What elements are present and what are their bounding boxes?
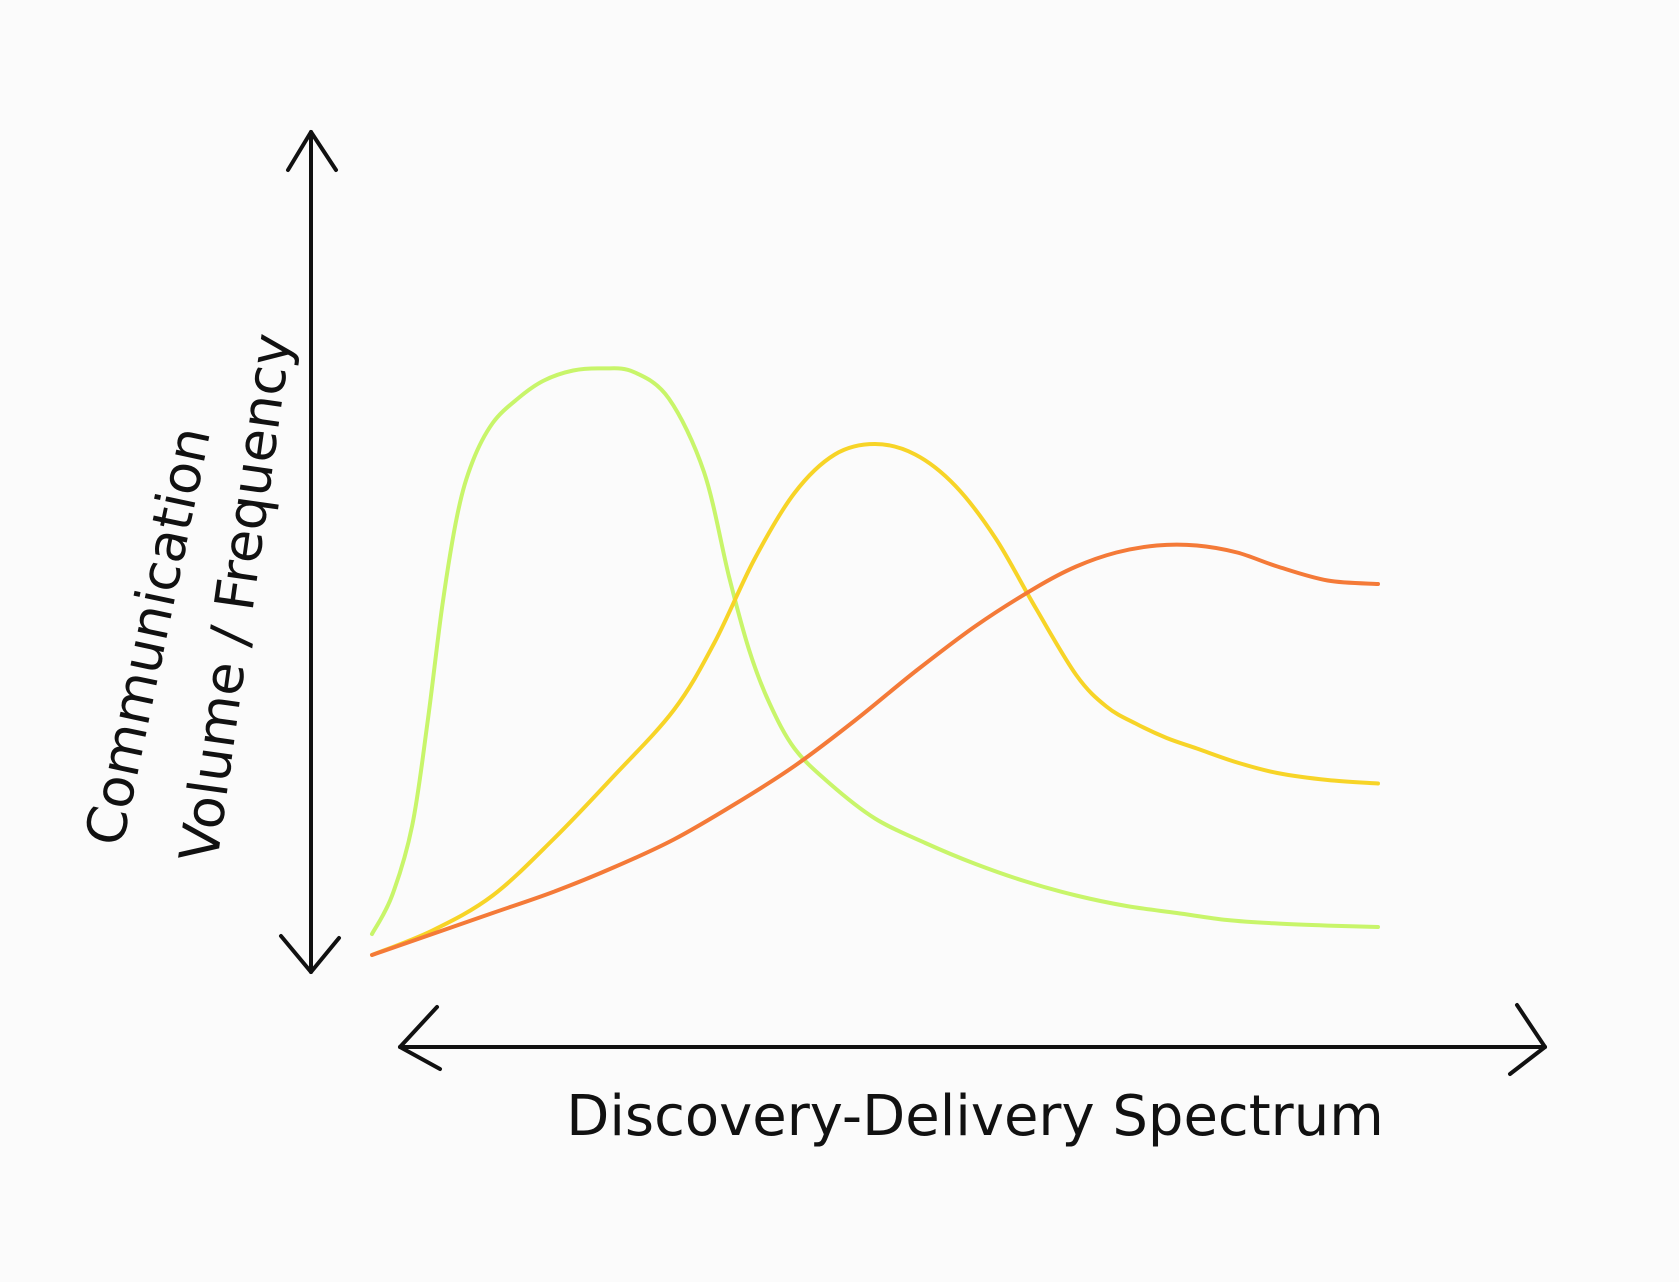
x-axis-right-arrowhead: [1508, 1003, 1547, 1076]
y-axis-bottom-arrowhead: [279, 934, 341, 974]
y-axis-top-arrowhead: [286, 130, 338, 172]
x-axis-label: Discovery-Delivery Spectrum: [566, 1084, 1384, 1149]
series-layer: [370, 366, 1380, 957]
series-line-3: [370, 542, 1380, 957]
axes: [279, 130, 1547, 1076]
series-line-2: [370, 442, 1380, 957]
x-axis-left-arrowhead: [398, 1005, 442, 1071]
series-line-1: [370, 366, 1380, 936]
